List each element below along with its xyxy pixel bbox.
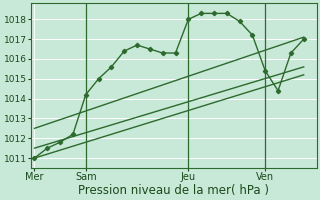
X-axis label: Pression niveau de la mer( hPa ): Pression niveau de la mer( hPa )	[78, 184, 269, 197]
